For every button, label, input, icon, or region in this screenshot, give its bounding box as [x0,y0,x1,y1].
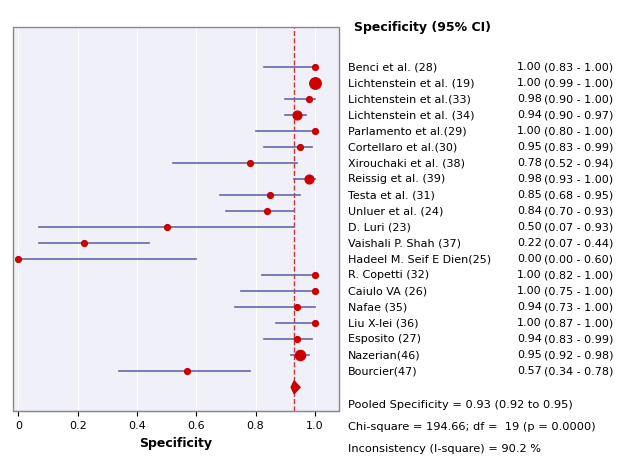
Text: (0.07 - 0.44): (0.07 - 0.44) [544,239,614,248]
Text: (0.34 - 0.78): (0.34 - 0.78) [544,367,614,376]
Point [304,96,314,103]
Text: Pooled Specificity = 0.93 (0.92 to 0.95): Pooled Specificity = 0.93 (0.92 to 0.95) [348,400,572,410]
Point [310,80,320,87]
Text: Xirouchaki et al. (38): Xirouchaki et al. (38) [348,159,465,168]
Text: (0.83 - 0.99): (0.83 - 0.99) [544,335,614,344]
Point [310,128,320,135]
Text: Caiulo VA (26): Caiulo VA (26) [348,287,427,296]
Text: 0.22: 0.22 [517,239,542,248]
Text: (0.68 - 0.95): (0.68 - 0.95) [544,191,613,200]
Text: (0.82 - 1.00): (0.82 - 1.00) [544,271,613,280]
Text: Lichtenstein et al.(33): Lichtenstein et al.(33) [348,95,471,104]
Text: Unluer et al. (24): Unluer et al. (24) [348,207,443,216]
Text: (0.00 - 0.60): (0.00 - 0.60) [544,255,613,264]
Text: Vaishali P. Shah (37): Vaishali P. Shah (37) [348,239,461,248]
Text: 1.00: 1.00 [517,319,542,328]
Text: (0.87 - 1.00): (0.87 - 1.00) [544,319,613,328]
Text: Specificity (95% CI): Specificity (95% CI) [354,21,492,33]
Point [265,192,275,199]
Text: (0.52 - 0.94): (0.52 - 0.94) [544,159,614,168]
Polygon shape [291,381,300,394]
Text: 0.57: 0.57 [517,367,542,376]
Text: 0.98: 0.98 [517,95,542,104]
Text: 1.00: 1.00 [517,127,542,136]
Text: 0.94: 0.94 [517,303,542,312]
Text: (0.90 - 0.97): (0.90 - 0.97) [544,111,614,120]
Point [292,112,302,119]
Text: 0.98: 0.98 [517,175,542,184]
Text: Nazerian(46): Nazerian(46) [348,351,421,360]
Text: 1.00: 1.00 [517,271,542,280]
Text: 0.85: 0.85 [517,191,542,200]
Text: (0.90 - 1.00): (0.90 - 1.00) [544,95,613,104]
Point [162,224,172,231]
Text: Lichtenstein et al. (34): Lichtenstein et al. (34) [348,111,475,120]
Text: Benci et al. (28): Benci et al. (28) [348,63,437,72]
Text: 1.00: 1.00 [517,63,542,72]
Text: Liu X-lei (36): Liu X-lei (36) [348,319,418,328]
Point [310,271,320,279]
Text: 0.78: 0.78 [517,159,542,168]
Text: 0.95: 0.95 [517,351,542,360]
Point [182,367,192,375]
Point [292,335,302,343]
Text: (0.83 - 1.00): (0.83 - 1.00) [544,63,613,72]
Point [310,64,320,71]
Text: Lichtenstein et al. (19): Lichtenstein et al. (19) [348,79,475,88]
Text: Cortellaro et al.(30): Cortellaro et al.(30) [348,143,457,152]
Point [78,240,88,247]
Text: (0.75 - 1.00): (0.75 - 1.00) [544,287,613,296]
Point [263,207,273,215]
Text: Bourcier(47): Bourcier(47) [348,367,418,376]
Text: 0.94: 0.94 [517,335,542,344]
Text: 0.95: 0.95 [517,143,542,152]
Point [295,144,305,151]
Text: D. Luri (23): D. Luri (23) [348,223,411,232]
Text: Chi-square = 194.66; df =  19 (p = 0.0000): Chi-square = 194.66; df = 19 (p = 0.0000… [348,422,596,432]
Text: Testa et al. (31): Testa et al. (31) [348,191,435,200]
Point [304,176,314,183]
Text: Hadeel M. Seif E Dien(25): Hadeel M. Seif E Dien(25) [348,255,491,264]
Point [292,304,302,311]
Text: Nafae (35): Nafae (35) [348,303,407,312]
Text: Parlamento et al.(29): Parlamento et al.(29) [348,127,466,136]
Text: R. Copetti (32): R. Copetti (32) [348,271,429,280]
Text: (0.70 - 0.93): (0.70 - 0.93) [544,207,613,216]
Point [295,352,305,359]
Point [310,288,320,295]
Text: Esposito (27): Esposito (27) [348,335,421,344]
Text: (0.99 - 1.00): (0.99 - 1.00) [544,79,613,88]
Text: Reissig et al. (39): Reissig et al. (39) [348,175,445,184]
Text: (0.93 - 1.00): (0.93 - 1.00) [544,175,613,184]
Text: 0.00: 0.00 [517,255,542,264]
Text: Inconsistency (I-square) = 90.2 %: Inconsistency (I-square) = 90.2 % [348,444,541,454]
Text: (0.73 - 1.00): (0.73 - 1.00) [544,303,613,312]
Text: (0.80 - 1.00): (0.80 - 1.00) [544,127,613,136]
Text: 0.50: 0.50 [517,223,542,232]
Text: 0.94: 0.94 [517,111,542,120]
Text: 0.84: 0.84 [517,207,542,216]
Point [245,160,255,167]
Point [13,256,23,263]
Text: 1.00: 1.00 [517,79,542,88]
Text: (0.92 - 0.98): (0.92 - 0.98) [544,351,614,360]
Text: (0.83 - 0.99): (0.83 - 0.99) [544,143,614,152]
X-axis label: Specificity: Specificity [139,436,212,450]
Point [310,320,320,327]
Text: (0.07 - 0.93): (0.07 - 0.93) [544,223,613,232]
Text: 1.00: 1.00 [517,287,542,296]
